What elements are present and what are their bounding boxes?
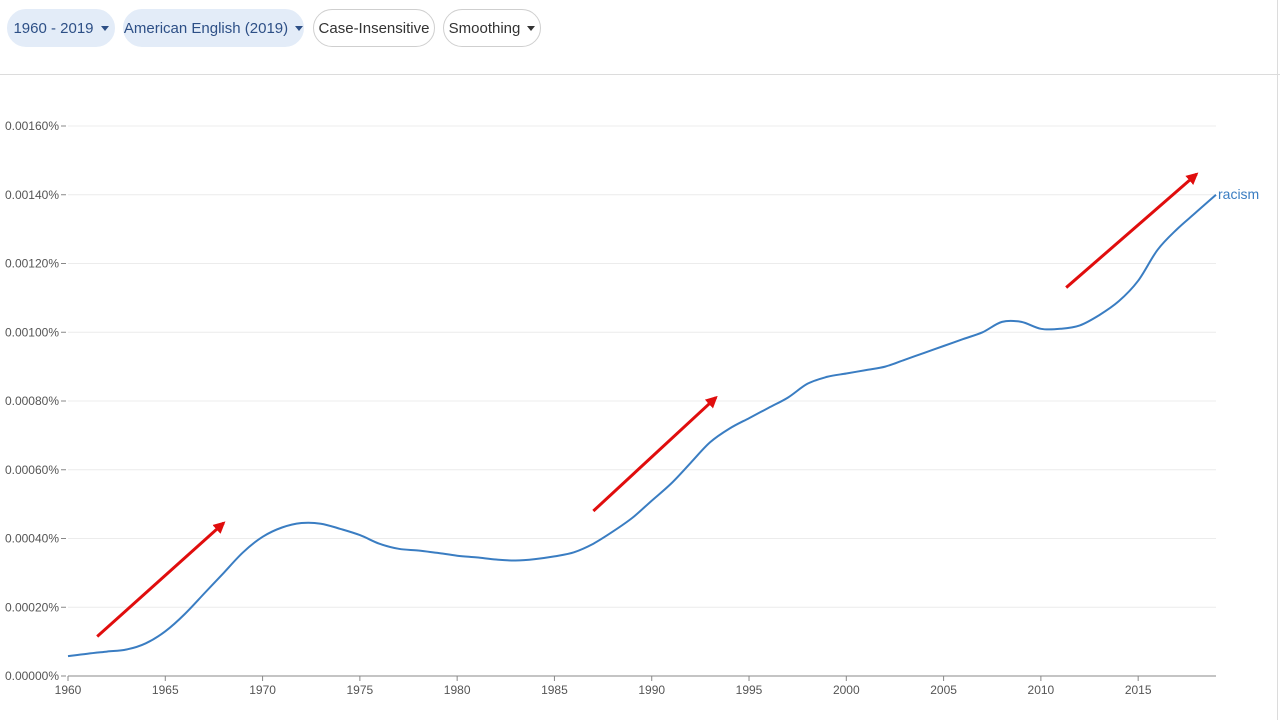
x-tick-label: 1965 xyxy=(152,683,179,697)
year-range-dropdown[interactable]: 1960 - 2019 xyxy=(7,9,115,47)
y-tick-label: 0.00000% xyxy=(5,669,59,683)
trend-arrow xyxy=(1065,172,1199,289)
y-tick-label: 0.00080% xyxy=(5,394,59,408)
x-tick-label: 1995 xyxy=(736,683,763,697)
smoothing-dropdown[interactable]: Smoothing xyxy=(443,9,541,47)
series-line-racism xyxy=(67,194,1217,658)
series-label-racism: racism xyxy=(1218,186,1259,202)
ngram-line-chart: 0.00000% 0.00020% 0.00040% 0.00060% 0.00080%… xyxy=(5,119,1259,697)
case-insensitive-toggle[interactable]: Case-Insensitive xyxy=(313,9,435,47)
trend-arrow xyxy=(96,521,226,638)
x-tick-label: 2000 xyxy=(833,683,860,697)
x-tick-label: 1980 xyxy=(444,683,471,697)
y-tick-label: 0.00020% xyxy=(5,600,59,614)
case-insensitive-label: Case-Insensitive xyxy=(318,19,430,37)
x-tick-label: 2005 xyxy=(930,683,957,697)
y-tick-label: 0.00140% xyxy=(5,188,59,202)
y-tick-label: 0.00160% xyxy=(5,119,59,133)
panel-divider xyxy=(1277,0,1278,720)
x-tick-label: 1990 xyxy=(638,683,665,697)
x-tick-label: 1985 xyxy=(541,683,568,697)
x-tick-label: 2015 xyxy=(1125,683,1152,697)
x-tick-label: 1970 xyxy=(249,683,276,697)
year-range-label: 1960 - 2019 xyxy=(13,19,94,37)
y-tick-label: 0.00060% xyxy=(5,463,59,477)
corpus-label: American English (2019) xyxy=(123,19,289,37)
chevron-down-icon xyxy=(100,25,109,31)
x-tick-label: 1960 xyxy=(55,683,82,697)
chevron-down-icon xyxy=(527,25,536,31)
query-toolbar: 1960 - 2019 American English (2019) Case… xyxy=(0,0,1280,75)
y-tick-label: 0.00120% xyxy=(5,257,59,271)
trend-arrow xyxy=(592,395,718,513)
y-tick-label: 0.00040% xyxy=(5,532,59,546)
corpus-dropdown[interactable]: American English (2019) xyxy=(123,9,304,47)
x-tick-label: 1975 xyxy=(347,683,374,697)
chevron-down-icon xyxy=(295,25,304,31)
y-tick-label: 0.00100% xyxy=(5,325,59,339)
x-tick-label: 2010 xyxy=(1028,683,1055,697)
smoothing-label: Smoothing xyxy=(448,19,521,37)
